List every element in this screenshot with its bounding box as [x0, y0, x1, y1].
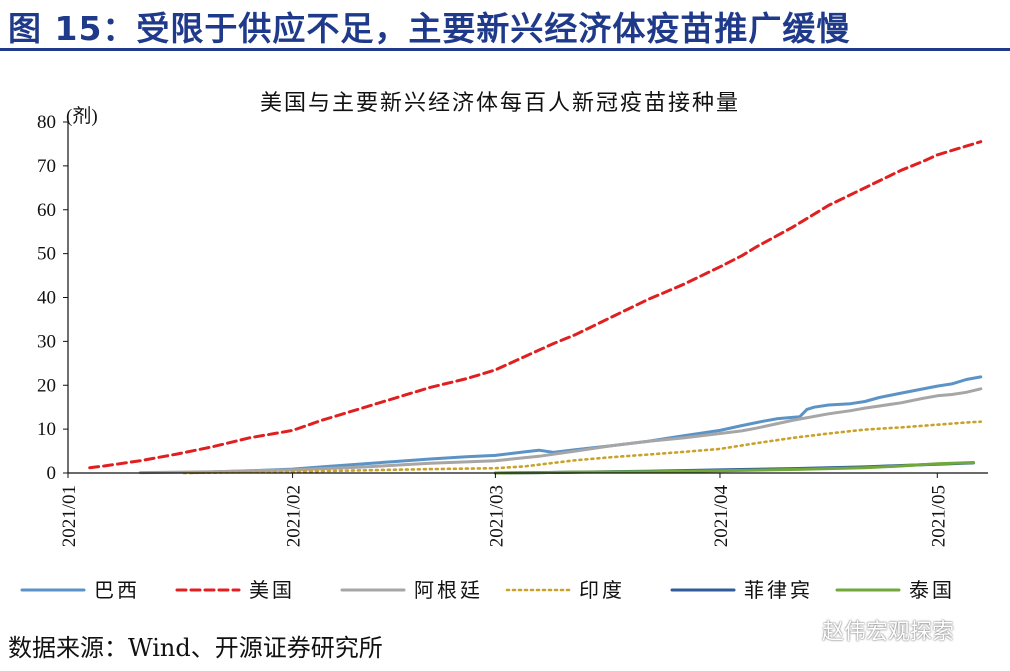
y-tick-label: 50: [37, 244, 56, 265]
y-tick-label: 20: [37, 375, 56, 396]
series-line-美国: [88, 140, 983, 470]
watermark: 赵伟宏观探索: [792, 614, 954, 646]
y-tick-label: 70: [37, 156, 56, 177]
legend-label: 美国: [249, 578, 295, 602]
source-note: 数据来源：Wind、开源证券研究所: [8, 634, 383, 662]
legend-label: 泰国: [909, 578, 955, 602]
x-tick-label: 2021/05: [928, 485, 949, 547]
y-tick-label: 30: [37, 331, 56, 352]
x-tick-label: 2021/02: [284, 485, 305, 547]
chart: 美国与主要新兴经济体每百人新冠疫苗接种量 (剂) 0 10 20 30 40 50 60 70…: [20, 91, 988, 602]
figure-title: 图 15：受限于供应不足，主要新兴经济体疫苗推广缓慢: [8, 9, 851, 48]
legend-label: 印度: [579, 578, 625, 602]
wechat-icon: [792, 622, 818, 644]
watermark-text: 赵伟宏观探索: [822, 620, 955, 645]
legend-label: 巴西: [94, 578, 140, 602]
series-line-泰国: [493, 461, 975, 475]
x-tick-label: 2021/04: [711, 485, 732, 548]
y-tick-label: 10: [37, 419, 56, 440]
series-line-阿根廷: [138, 387, 983, 475]
legend-label: 阿根廷: [414, 578, 483, 602]
y-tick-label: 60: [37, 200, 56, 221]
series-line-印度: [182, 420, 983, 475]
y-tick-label: 40: [37, 288, 56, 309]
x-tick-label: 2021/03: [486, 485, 507, 547]
x-tick-label: 2021/01: [59, 485, 80, 547]
chart-title: 美国与主要新兴经济体每百人新冠疫苗接种量: [260, 91, 740, 116]
series-line-巴西: [189, 375, 983, 475]
title-rule: [0, 48, 1010, 51]
y-axis-unit-label: (剂): [66, 105, 98, 127]
y-tick-label: 0: [47, 463, 57, 484]
y-tick-label: 80: [37, 112, 56, 133]
legend-label: 菲律宾: [744, 578, 813, 602]
